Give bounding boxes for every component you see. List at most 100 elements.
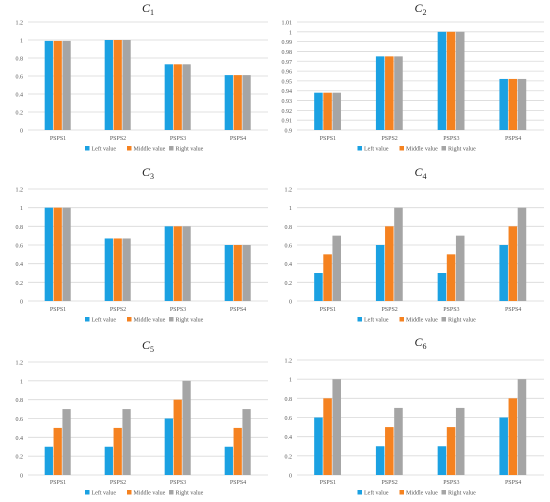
x-tick-label: PSPS4 — [505, 136, 521, 142]
bar — [375, 245, 385, 301]
legend-swatch — [441, 490, 446, 495]
chart-panel: C5 0 0.2 0.4 0.6 0.8 1 1.2 PSPS1 PSPS2 PSPS3 PSPS4 L… — [16, 338, 268, 497]
bar — [314, 273, 323, 301]
chart-panel: C6 0 0.2 0.4 0.6 0.8 1 1.2 PSPS1 PSPS2 PSPS3 PSPS4 L… — [285, 335, 544, 497]
chart-title: C2 — [414, 1, 426, 17]
x-tick-label: PSPS3 — [170, 136, 186, 142]
legend-label: Middle value — [406, 491, 438, 497]
x-tick-label: PSPS3 — [443, 480, 459, 486]
chart-title: C6 — [414, 335, 426, 351]
y-tick-label: 1 — [289, 378, 292, 384]
bar — [385, 56, 394, 131]
x-tick-label: PSPS1 — [320, 480, 336, 486]
bar — [394, 56, 403, 131]
legend-swatch — [357, 146, 362, 151]
x-tick-label: PSPS1 — [50, 307, 66, 313]
legend-swatch — [85, 490, 90, 495]
legend-swatch — [127, 146, 132, 151]
y-tick-label: 1.2 — [16, 21, 24, 27]
chart-title: C5 — [142, 338, 154, 354]
legend-label: Middle value — [406, 147, 438, 153]
bar — [173, 64, 182, 130]
chart-title: C4 — [414, 165, 426, 181]
x-tick-label: PSPS1 — [50, 136, 66, 142]
y-tick-label: 0.8 — [16, 225, 24, 231]
bar — [499, 245, 508, 301]
y-tick-label: 0.2 — [285, 281, 293, 287]
y-tick-label: 0 — [289, 300, 292, 306]
x-tick-label: PSPS2 — [381, 480, 397, 486]
y-tick-label: 0 — [20, 474, 23, 480]
x-tick-label: PSPS3 — [170, 480, 186, 486]
chart-title-letter: C — [142, 1, 151, 15]
legend-swatch — [399, 146, 404, 151]
chart-title-subscript: 1 — [150, 8, 154, 17]
bar — [164, 418, 173, 475]
chart-title: C3 — [142, 165, 154, 181]
bar — [62, 207, 71, 301]
bar — [224, 245, 233, 301]
bar — [517, 379, 527, 475]
legend-swatch — [357, 317, 362, 322]
bar — [113, 40, 122, 130]
bar — [499, 417, 508, 475]
y-tick-label: 1 — [289, 30, 292, 36]
bar — [508, 78, 518, 130]
legend-label: Middle value — [406, 318, 438, 324]
bar — [113, 427, 122, 475]
bar — [113, 238, 122, 301]
bar — [182, 226, 191, 301]
y-tick-label: 0.8 — [285, 225, 293, 231]
y-tick-label: 0.2 — [285, 454, 293, 460]
legend-label: Middle value — [134, 147, 166, 153]
x-tick-label: PSPS2 — [381, 136, 397, 142]
legend-label: Right value — [176, 147, 204, 153]
y-tick-label: 1.2 — [16, 188, 24, 194]
x-tick-label: PSPS3 — [443, 307, 459, 313]
y-tick-label: 1.2 — [285, 359, 293, 365]
y-tick-label: 0.2 — [16, 281, 24, 287]
y-tick-label: 0.8 — [285, 397, 293, 403]
bar — [394, 407, 403, 475]
chart-title-letter: C — [414, 1, 423, 15]
chart-title-letter: C — [414, 335, 423, 349]
legend-swatch — [399, 490, 404, 495]
bar — [233, 75, 242, 130]
bar — [62, 409, 71, 475]
bar — [104, 446, 113, 475]
bar — [122, 409, 131, 475]
y-tick-label: 1 — [289, 206, 292, 212]
bar — [164, 226, 173, 301]
bar — [122, 40, 131, 130]
legend-swatch — [441, 317, 446, 322]
bar — [224, 446, 233, 475]
chart-title-subscript: 4 — [423, 172, 427, 181]
chart-title: C1 — [142, 1, 154, 17]
bar — [182, 64, 191, 130]
legend-label: Right value — [176, 318, 204, 324]
y-tick-label: 0 — [289, 474, 292, 480]
bar — [375, 56, 385, 131]
legend-swatch — [85, 146, 90, 151]
legend-label: Right value — [176, 491, 204, 497]
bar — [122, 238, 131, 301]
bar — [62, 40, 71, 130]
x-tick-label: PSPS3 — [170, 307, 186, 313]
bar — [385, 427, 394, 475]
x-tick-label: PSPS4 — [230, 136, 246, 142]
chart-panel: C3 0 0.2 0.4 0.6 0.8 1 1.2 PSPS1 PSPS2 PSPS3 PSPS4 L… — [16, 165, 268, 324]
y-tick-label: 1.2 — [16, 361, 24, 367]
x-tick-label: PSPS1 — [320, 136, 336, 142]
x-tick-label: PSPS1 — [50, 480, 66, 486]
bar — [394, 207, 403, 301]
y-tick-label: 0.93 — [282, 99, 293, 105]
chart-title-subscript: 3 — [150, 172, 154, 181]
legend-swatch — [169, 490, 174, 495]
bar — [446, 427, 456, 475]
x-tick-label: PSPS2 — [381, 307, 397, 313]
bar — [182, 380, 191, 475]
bar — [385, 226, 394, 301]
bar — [508, 226, 518, 301]
x-tick-label: PSPS4 — [505, 480, 521, 486]
y-tick-label: 0.98 — [282, 50, 293, 56]
